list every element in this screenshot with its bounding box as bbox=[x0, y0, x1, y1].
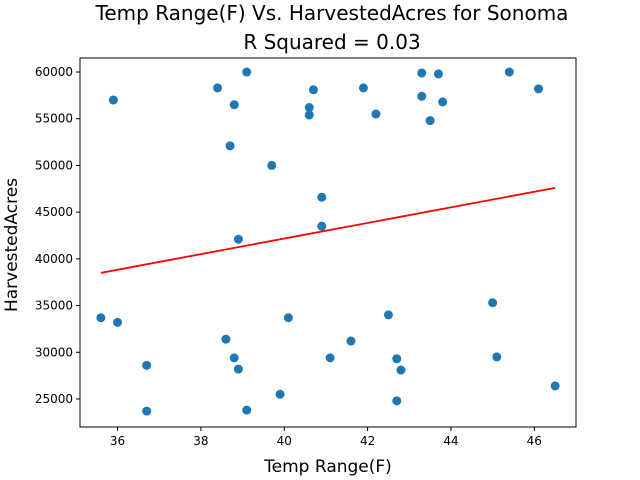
data-point bbox=[533, 84, 543, 94]
data-point bbox=[317, 192, 327, 202]
x-tick-label: 46 bbox=[527, 434, 542, 448]
plot-area bbox=[96, 67, 560, 416]
data-point bbox=[396, 365, 406, 375]
data-point bbox=[242, 405, 252, 415]
x-tick-label: 38 bbox=[193, 434, 208, 448]
regression-line bbox=[100, 186, 556, 274]
data-point bbox=[438, 97, 448, 107]
x-axis: 36 38 40 42 44 46 bbox=[110, 427, 542, 448]
y-tick-label: 55000 bbox=[35, 112, 73, 126]
data-point bbox=[304, 103, 314, 113]
data-point bbox=[225, 141, 235, 151]
data-point bbox=[233, 364, 243, 374]
data-point bbox=[371, 109, 381, 119]
data-point bbox=[433, 69, 443, 79]
data-point bbox=[221, 334, 231, 344]
data-point bbox=[308, 85, 318, 95]
y-tick-label: 25000 bbox=[35, 392, 73, 406]
data-point bbox=[358, 83, 368, 93]
y-tick-label: 35000 bbox=[35, 299, 73, 313]
data-point bbox=[488, 298, 498, 308]
y-tick-label: 45000 bbox=[35, 205, 73, 219]
data-point bbox=[504, 67, 514, 77]
data-point bbox=[283, 313, 293, 323]
data-point bbox=[492, 352, 502, 362]
data-point bbox=[417, 91, 427, 101]
data-point bbox=[229, 100, 239, 110]
data-point bbox=[317, 221, 327, 231]
x-tick-label: 42 bbox=[360, 434, 375, 448]
y-tick-label: 40000 bbox=[35, 252, 73, 266]
data-point bbox=[233, 234, 243, 244]
data-point bbox=[229, 353, 239, 363]
data-point bbox=[383, 310, 393, 320]
data-point bbox=[275, 389, 285, 399]
data-point bbox=[417, 68, 427, 78]
data-point bbox=[142, 360, 152, 370]
x-axis-label: Temp Range(F) bbox=[263, 457, 392, 477]
y-axis-label: HarvestedAcres bbox=[2, 178, 22, 312]
y-tick-label: 30000 bbox=[35, 345, 73, 359]
data-point bbox=[392, 354, 402, 364]
data-point bbox=[96, 313, 106, 323]
data-point bbox=[304, 110, 314, 120]
x-tick-label: 44 bbox=[443, 434, 458, 448]
data-point bbox=[425, 116, 435, 126]
y-tick-label: 60000 bbox=[35, 65, 73, 79]
data-point bbox=[242, 67, 252, 77]
chart-subtitle: R Squared = 0.03 bbox=[243, 30, 420, 54]
data-point bbox=[346, 336, 356, 346]
x-tick-label: 36 bbox=[110, 434, 125, 448]
y-axis: 25000 30000 35000 40000 45000 50000 55000 60000 bbox=[35, 65, 80, 406]
plot-frame bbox=[79, 57, 577, 428]
data-point bbox=[213, 83, 223, 93]
data-point bbox=[550, 381, 560, 391]
data-point bbox=[142, 406, 152, 416]
x-tick-label: 40 bbox=[277, 434, 292, 448]
data-point bbox=[325, 353, 335, 363]
data-point bbox=[113, 317, 123, 327]
y-tick-label: 50000 bbox=[35, 158, 73, 172]
data-point bbox=[267, 160, 277, 170]
chart-title: Temp Range(F) Vs. HarvestedAcres for Son… bbox=[95, 1, 569, 25]
data-point bbox=[108, 95, 118, 105]
data-point bbox=[392, 396, 402, 406]
